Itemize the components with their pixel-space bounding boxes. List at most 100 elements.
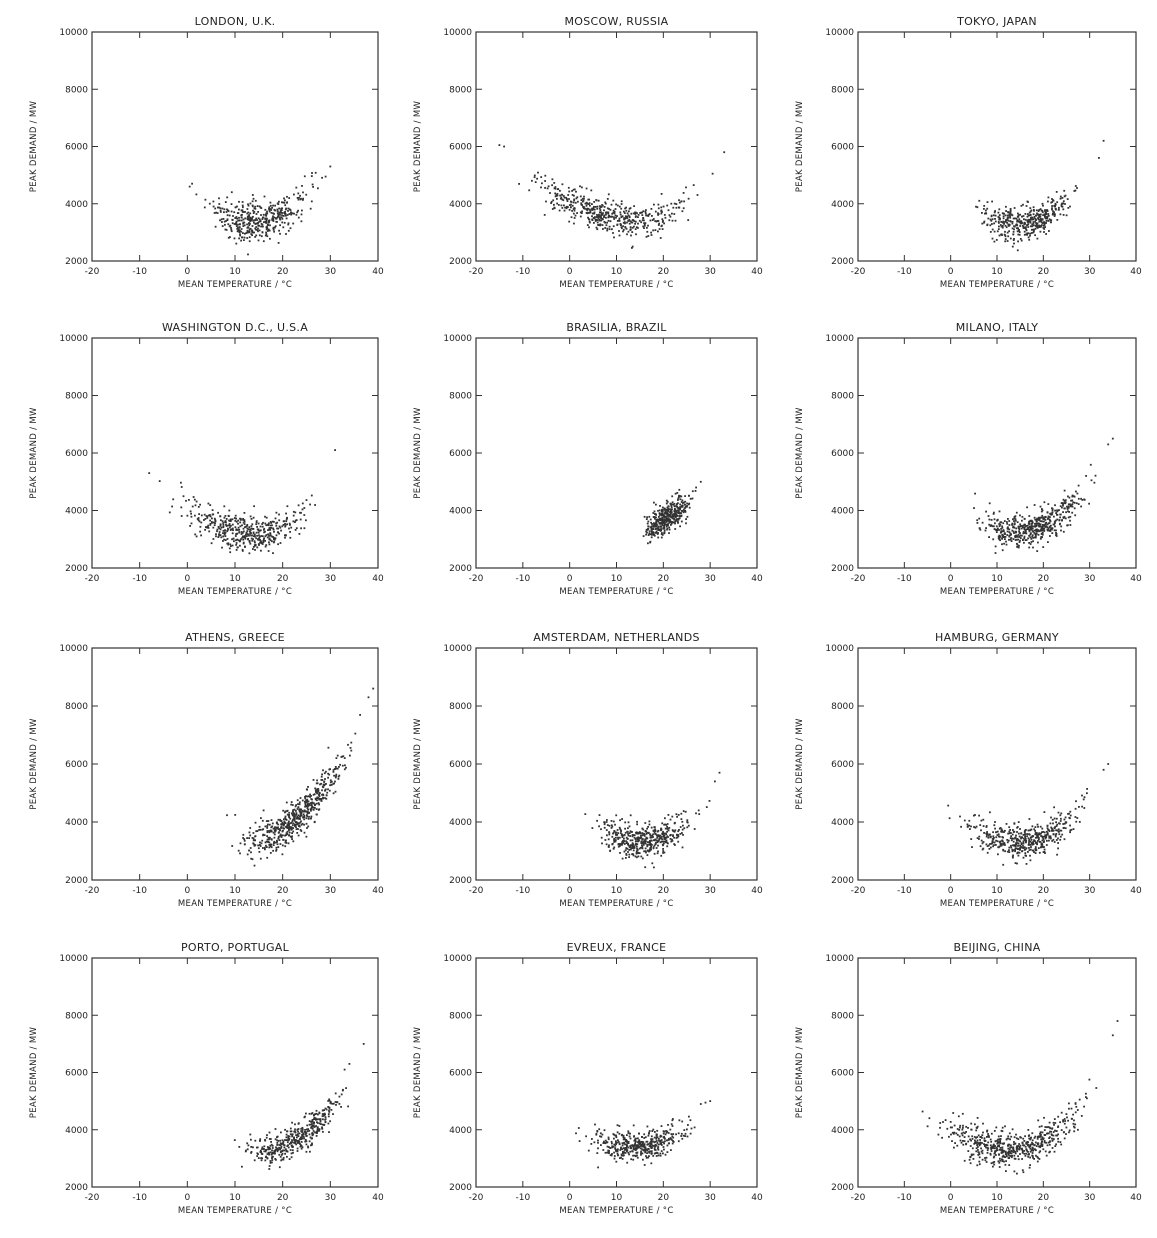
data-point [265,221,267,224]
data-point [253,207,256,210]
data-point [287,207,290,210]
data-point [1043,840,1045,842]
data-point [191,182,193,185]
x-tick-label: 10 [611,574,623,584]
data-point [1056,513,1059,516]
data-point [681,832,683,834]
data-point [675,505,678,507]
data-point [305,1112,307,1115]
data-point [999,523,1002,526]
data-point [261,1153,264,1155]
data-point [1043,228,1046,230]
data-point [326,791,329,794]
data-point [260,214,262,216]
x-tick-label: 10 [991,574,1003,584]
data-point [1037,524,1040,527]
data-points [973,437,1114,554]
data-point [576,196,579,199]
data-point [672,834,674,837]
data-point [1057,842,1059,844]
data-point [239,525,242,528]
data-point [1035,209,1038,212]
data-point [225,523,227,526]
data-point [629,207,632,209]
data-point [996,830,999,833]
data-point [329,784,331,787]
data-point [1071,494,1074,497]
data-point [1075,800,1077,803]
data-point [240,230,243,233]
data-point [1041,831,1043,834]
data-point [330,780,333,783]
data-point [634,213,637,215]
data-point [651,523,653,525]
data-point [279,210,282,213]
data-point [1054,509,1056,512]
data-point [290,212,292,214]
data-point [1074,189,1077,192]
data-point [292,1151,294,1154]
data-point [585,208,588,210]
data-point [285,826,288,829]
data-point [620,207,623,210]
data-point [285,518,288,521]
data-point [216,530,218,533]
data-point [215,211,218,214]
data-point [246,535,248,537]
data-point [228,519,230,522]
data-point [681,210,684,213]
data-point [245,525,247,528]
data-point [673,508,676,511]
data-point [685,522,687,525]
data-point [1049,221,1052,224]
data-point [1061,833,1064,836]
data-point [1005,823,1008,825]
data-point [635,831,638,834]
data-point [1060,502,1063,504]
data-point [663,514,666,517]
data-point [1026,232,1029,235]
data-point [686,504,688,507]
data-point [295,813,298,815]
data-point [663,222,665,225]
y-tick-label: 8000 [65,392,88,402]
data-point [299,1143,301,1145]
data-point [1043,223,1046,225]
data-point [676,833,678,836]
data-point [1068,496,1071,499]
data-point [993,841,996,844]
x-axis-label: MEAN TEMPERATURE / °C [559,899,673,909]
data-point [565,207,568,210]
data-point [654,229,657,231]
data-point [1076,187,1078,189]
data-point [258,537,260,540]
data-point [1041,845,1044,847]
data-point [1070,504,1073,506]
data-point [673,202,676,205]
data-point [264,208,267,211]
data-point [624,821,627,824]
data-point [277,818,280,821]
data-point [1057,811,1060,814]
data-point [561,193,564,196]
data-point [248,214,250,216]
data-point [1074,816,1077,818]
data-point [613,236,615,239]
data-point [603,823,606,826]
data-point [265,840,268,843]
data-point [261,828,264,831]
data-point [293,815,295,818]
data-point [656,533,659,535]
data-point [310,815,313,818]
data-point [258,851,261,853]
data-point [252,531,255,534]
data-point [285,801,288,804]
data-point [1036,528,1038,531]
data-point [1054,525,1056,528]
data-point [311,1123,313,1125]
data-point [1028,515,1031,517]
data-point [629,844,632,847]
data-point [985,835,988,838]
data-point [570,203,572,206]
panel-title: ATHENS, GREECE [185,631,285,644]
